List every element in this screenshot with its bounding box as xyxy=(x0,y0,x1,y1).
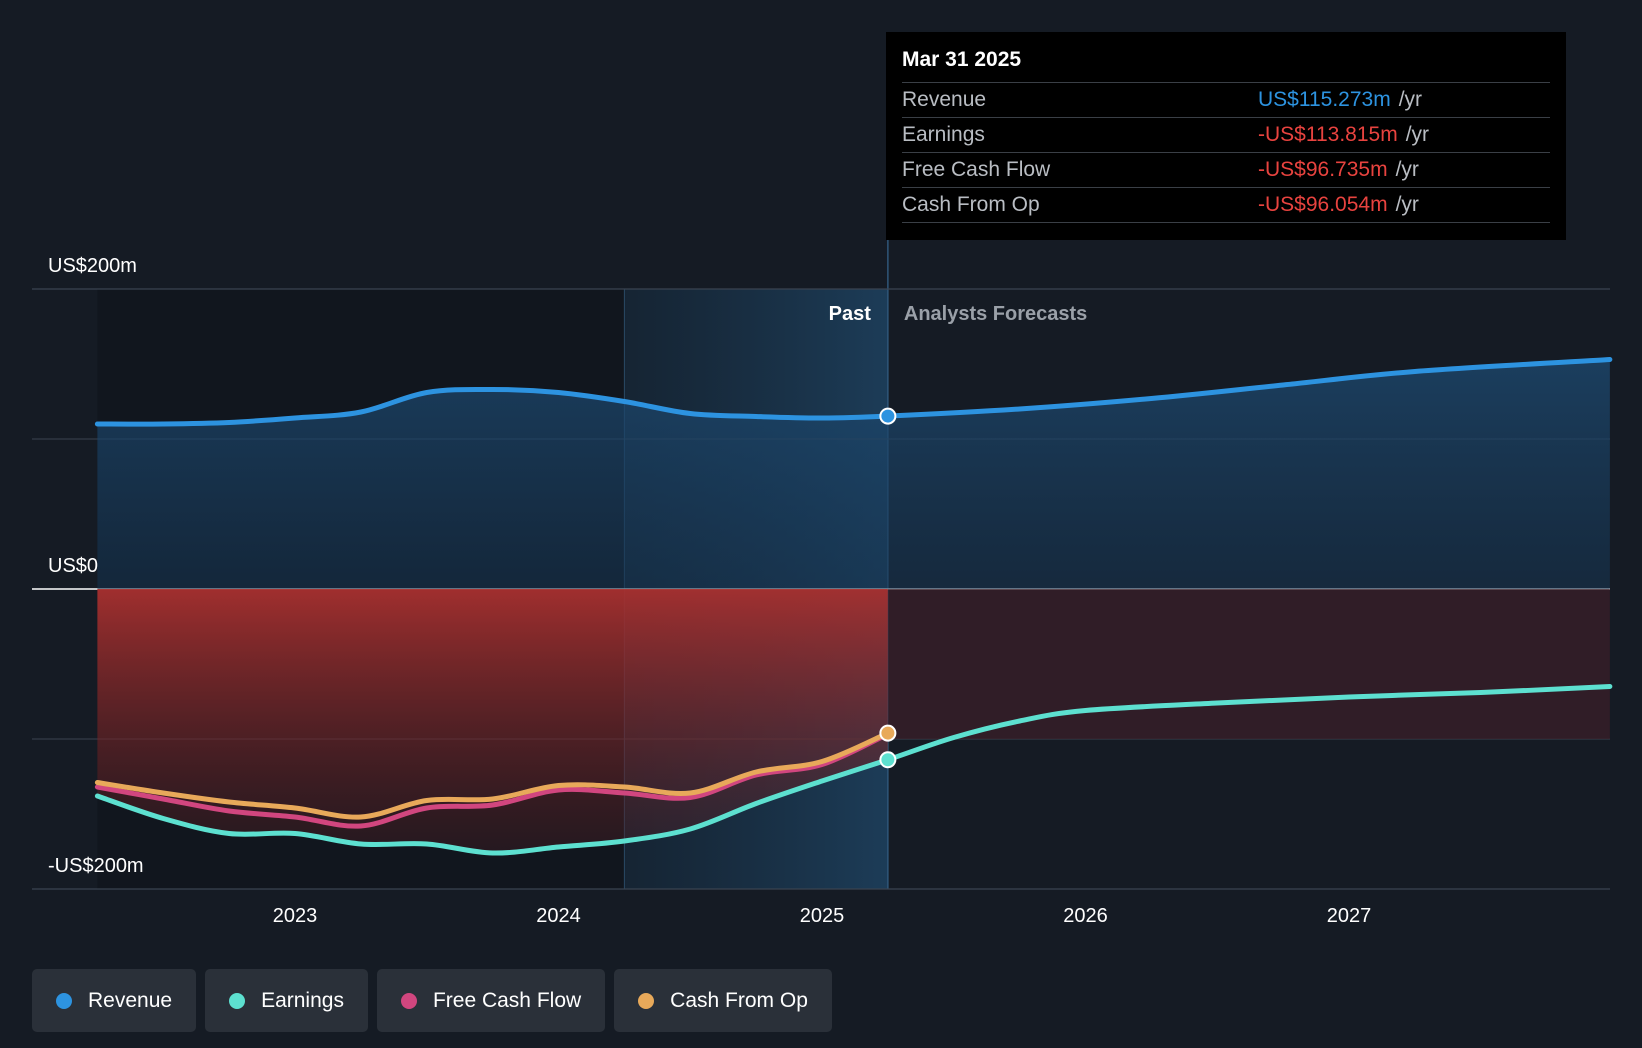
marker-revenue xyxy=(879,407,897,425)
tooltip-label: Earnings xyxy=(902,123,985,146)
legend-item-free-cash-flow[interactable]: Free Cash Flow xyxy=(376,969,606,1032)
legend-item-cash-from-op[interactable]: Cash From Op xyxy=(614,969,832,1032)
series-line-free-cash-flow xyxy=(94,731,891,829)
legend-label: Cash From Op xyxy=(670,988,808,1012)
tooltip-unit: /yr xyxy=(1398,88,1423,111)
tooltip-unit: /yr xyxy=(1395,158,1419,181)
past-label: Past xyxy=(829,303,872,325)
tooltip-date: Mar 31 2025 xyxy=(902,46,1550,83)
x-tick-label: 2026 xyxy=(1063,905,1108,927)
legend-item-earnings[interactable]: Earnings xyxy=(205,969,368,1032)
legend-item-revenue[interactable]: Revenue xyxy=(32,969,197,1032)
tooltip-row-earnings: Earnings -US$113.815m /yr xyxy=(902,118,1550,153)
y-tick-label: US$200m xyxy=(48,255,137,277)
revenue-area xyxy=(97,359,1610,589)
forecast-label: Analysts Forecasts xyxy=(904,303,1087,325)
x-tick-label: 2023 xyxy=(273,905,318,927)
y-tick-label: US$0 xyxy=(48,555,98,577)
legend-label: Earnings xyxy=(261,988,344,1012)
chart-legend: Revenue Earnings Free Cash Flow Cash Fro… xyxy=(32,969,832,1032)
series-line-earnings xyxy=(94,684,1613,856)
tooltip-value: US$115.273m xyxy=(1258,88,1391,111)
x-tick-label: 2025 xyxy=(800,905,845,927)
free-cash-flow-dot-icon xyxy=(400,992,417,1009)
x-tick-label: 2024 xyxy=(536,905,581,927)
past-loss-area xyxy=(97,589,888,854)
marker-earnings xyxy=(879,751,897,769)
tooltip-label: Cash From Op xyxy=(902,193,1040,216)
cash-from-op-dot-icon xyxy=(638,992,655,1009)
forecast-loss-area xyxy=(887,589,1610,739)
tooltip-row-free-cash-flow: Free Cash Flow -US$96.735m /yr xyxy=(902,153,1550,188)
legend-label: Revenue xyxy=(88,988,173,1012)
tooltip-unit: /yr xyxy=(1395,193,1419,216)
series-line-cash-from-op xyxy=(94,730,891,820)
tooltip-row-revenue: Revenue US$115.273m /yr xyxy=(902,83,1550,118)
marker-cash-from-op xyxy=(879,724,897,742)
tooltip-label: Revenue xyxy=(902,88,987,111)
earnings-dot-icon xyxy=(229,992,246,1009)
tooltip-row-cash-from-op: Cash From Op -US$96.054m /yr xyxy=(902,188,1550,223)
tooltip-label: Free Cash Flow xyxy=(902,158,1051,181)
tooltip-value: -US$96.735m xyxy=(1258,158,1388,181)
y-tick-label: -US$200m xyxy=(48,855,144,877)
tooltip-value: -US$96.054m xyxy=(1258,193,1388,216)
revenue-dot-icon xyxy=(56,992,72,1009)
x-tick-label: 2027 xyxy=(1327,905,1372,927)
tooltip-unit: /yr xyxy=(1405,123,1430,146)
series-line-revenue xyxy=(94,357,1613,427)
legend-label: Free Cash Flow xyxy=(432,988,582,1012)
tooltip-value: -US$113.815m xyxy=(1258,123,1398,146)
tooltip-panel: Mar 31 2025 Revenue US$115.273m /yr Earn… xyxy=(886,32,1566,240)
